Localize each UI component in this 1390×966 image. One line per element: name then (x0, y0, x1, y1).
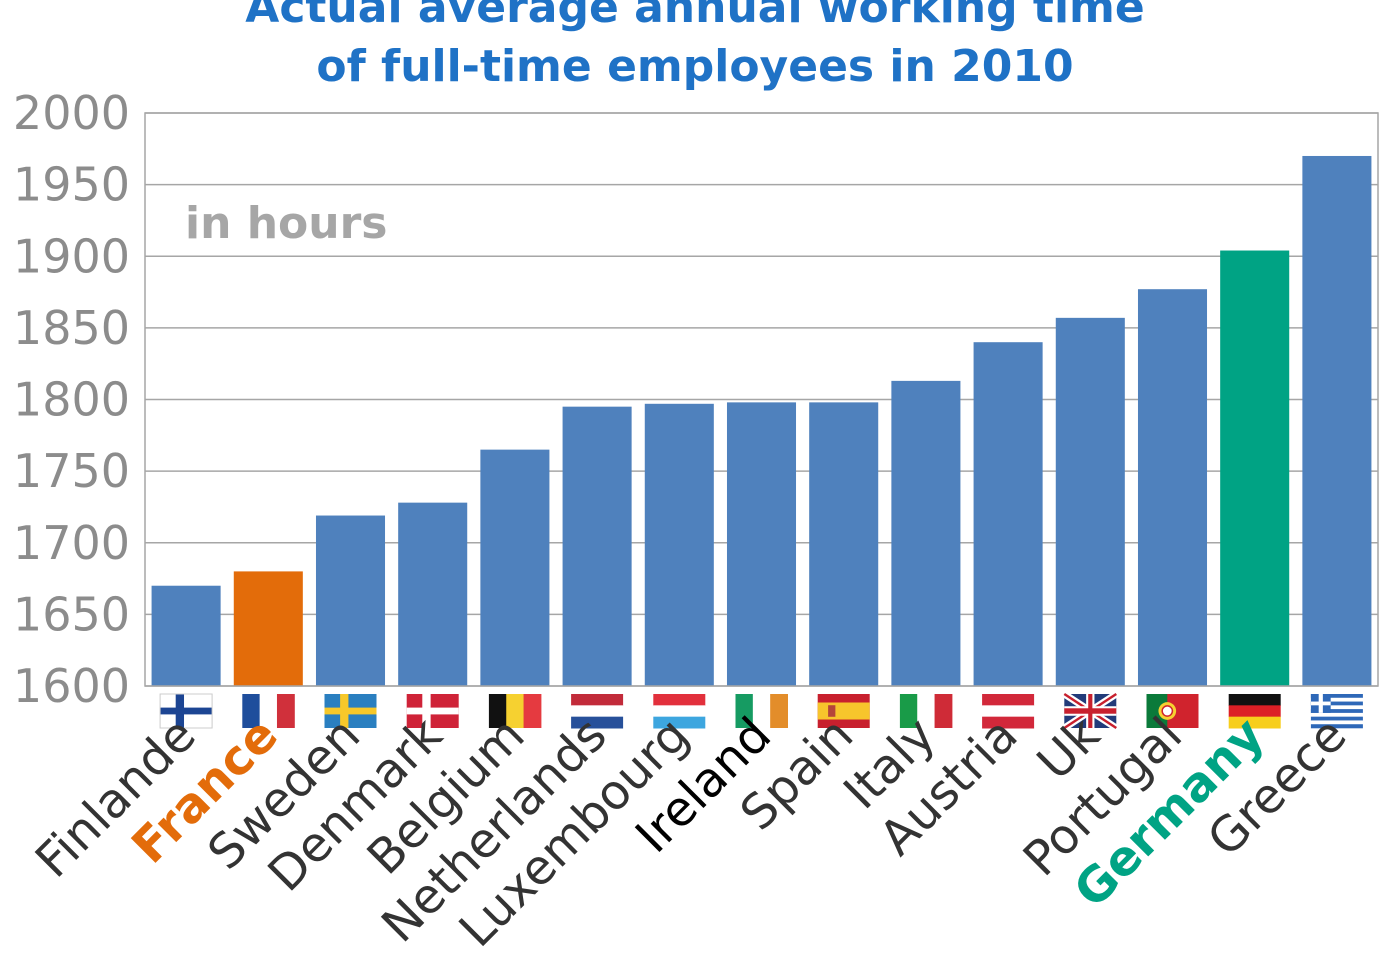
chart-title-line-2: of full-time employees in 2010 (316, 41, 1074, 92)
austria-flag-icon (982, 694, 1035, 729)
bar-netherlands (562, 406, 632, 686)
portugal-flag-icon (1146, 694, 1199, 728)
y-tick-label: 1650 (13, 587, 130, 641)
bar-spain (809, 402, 879, 686)
netherlands-flag-icon (571, 694, 624, 729)
spain-flag-icon (817, 694, 870, 728)
y-tick-label: 1950 (13, 158, 130, 212)
luxembourg-flag-icon (653, 694, 706, 729)
plot-border (144, 112, 1379, 687)
bar-belgium (480, 449, 550, 686)
italy-flag-icon (899, 694, 953, 728)
bars (151, 155, 1372, 687)
bar-austria (973, 342, 1043, 686)
y-axis-tick-labels: 1600 1650 1700 1750 1800 1850 1900 1950 2000 (13, 86, 130, 713)
denmark-flag-icon (406, 694, 459, 728)
greece-flag-icon (1310, 694, 1363, 729)
bar-greece (1302, 155, 1372, 687)
y-tick-label: 1900 (13, 229, 130, 283)
chart-title-line-1: Actual average annual working time (245, 0, 1145, 33)
ireland-flag-icon (735, 694, 788, 728)
country-flags (159, 691, 1363, 731)
y-tick-label: 1800 (13, 373, 130, 427)
bar-germany (1220, 250, 1290, 686)
bar-ireland (726, 402, 797, 686)
bar-luxembourg (644, 403, 714, 686)
y-tick-label: 1750 (13, 444, 130, 498)
y-tick-label: 2000 (13, 86, 130, 140)
plot-frame (144, 112, 1379, 687)
bar-denmark (398, 502, 468, 686)
y-tick-label: 1700 (13, 516, 130, 570)
france-flag-icon (242, 694, 295, 728)
sweden-flag-icon (324, 694, 377, 728)
category-labels: FinlandeFranceSwedenDenmarkBelgiumNether… (25, 707, 1358, 958)
y-tick-label: 1600 (13, 659, 130, 713)
finland-flag-icon (159, 693, 213, 729)
belgium-flag-icon (488, 694, 542, 728)
bar-sweden (315, 515, 386, 686)
uk-flag-icon (1062, 691, 1119, 731)
germany-flag-icon (1228, 694, 1281, 729)
unit-label: in hours (185, 198, 388, 249)
bar-finlande (151, 585, 221, 686)
bar-uk (1055, 317, 1125, 686)
bar-italy (891, 380, 961, 686)
bar-france (233, 571, 303, 686)
y-tick-label: 1850 (13, 301, 130, 355)
bar-portugal (1137, 289, 1208, 686)
